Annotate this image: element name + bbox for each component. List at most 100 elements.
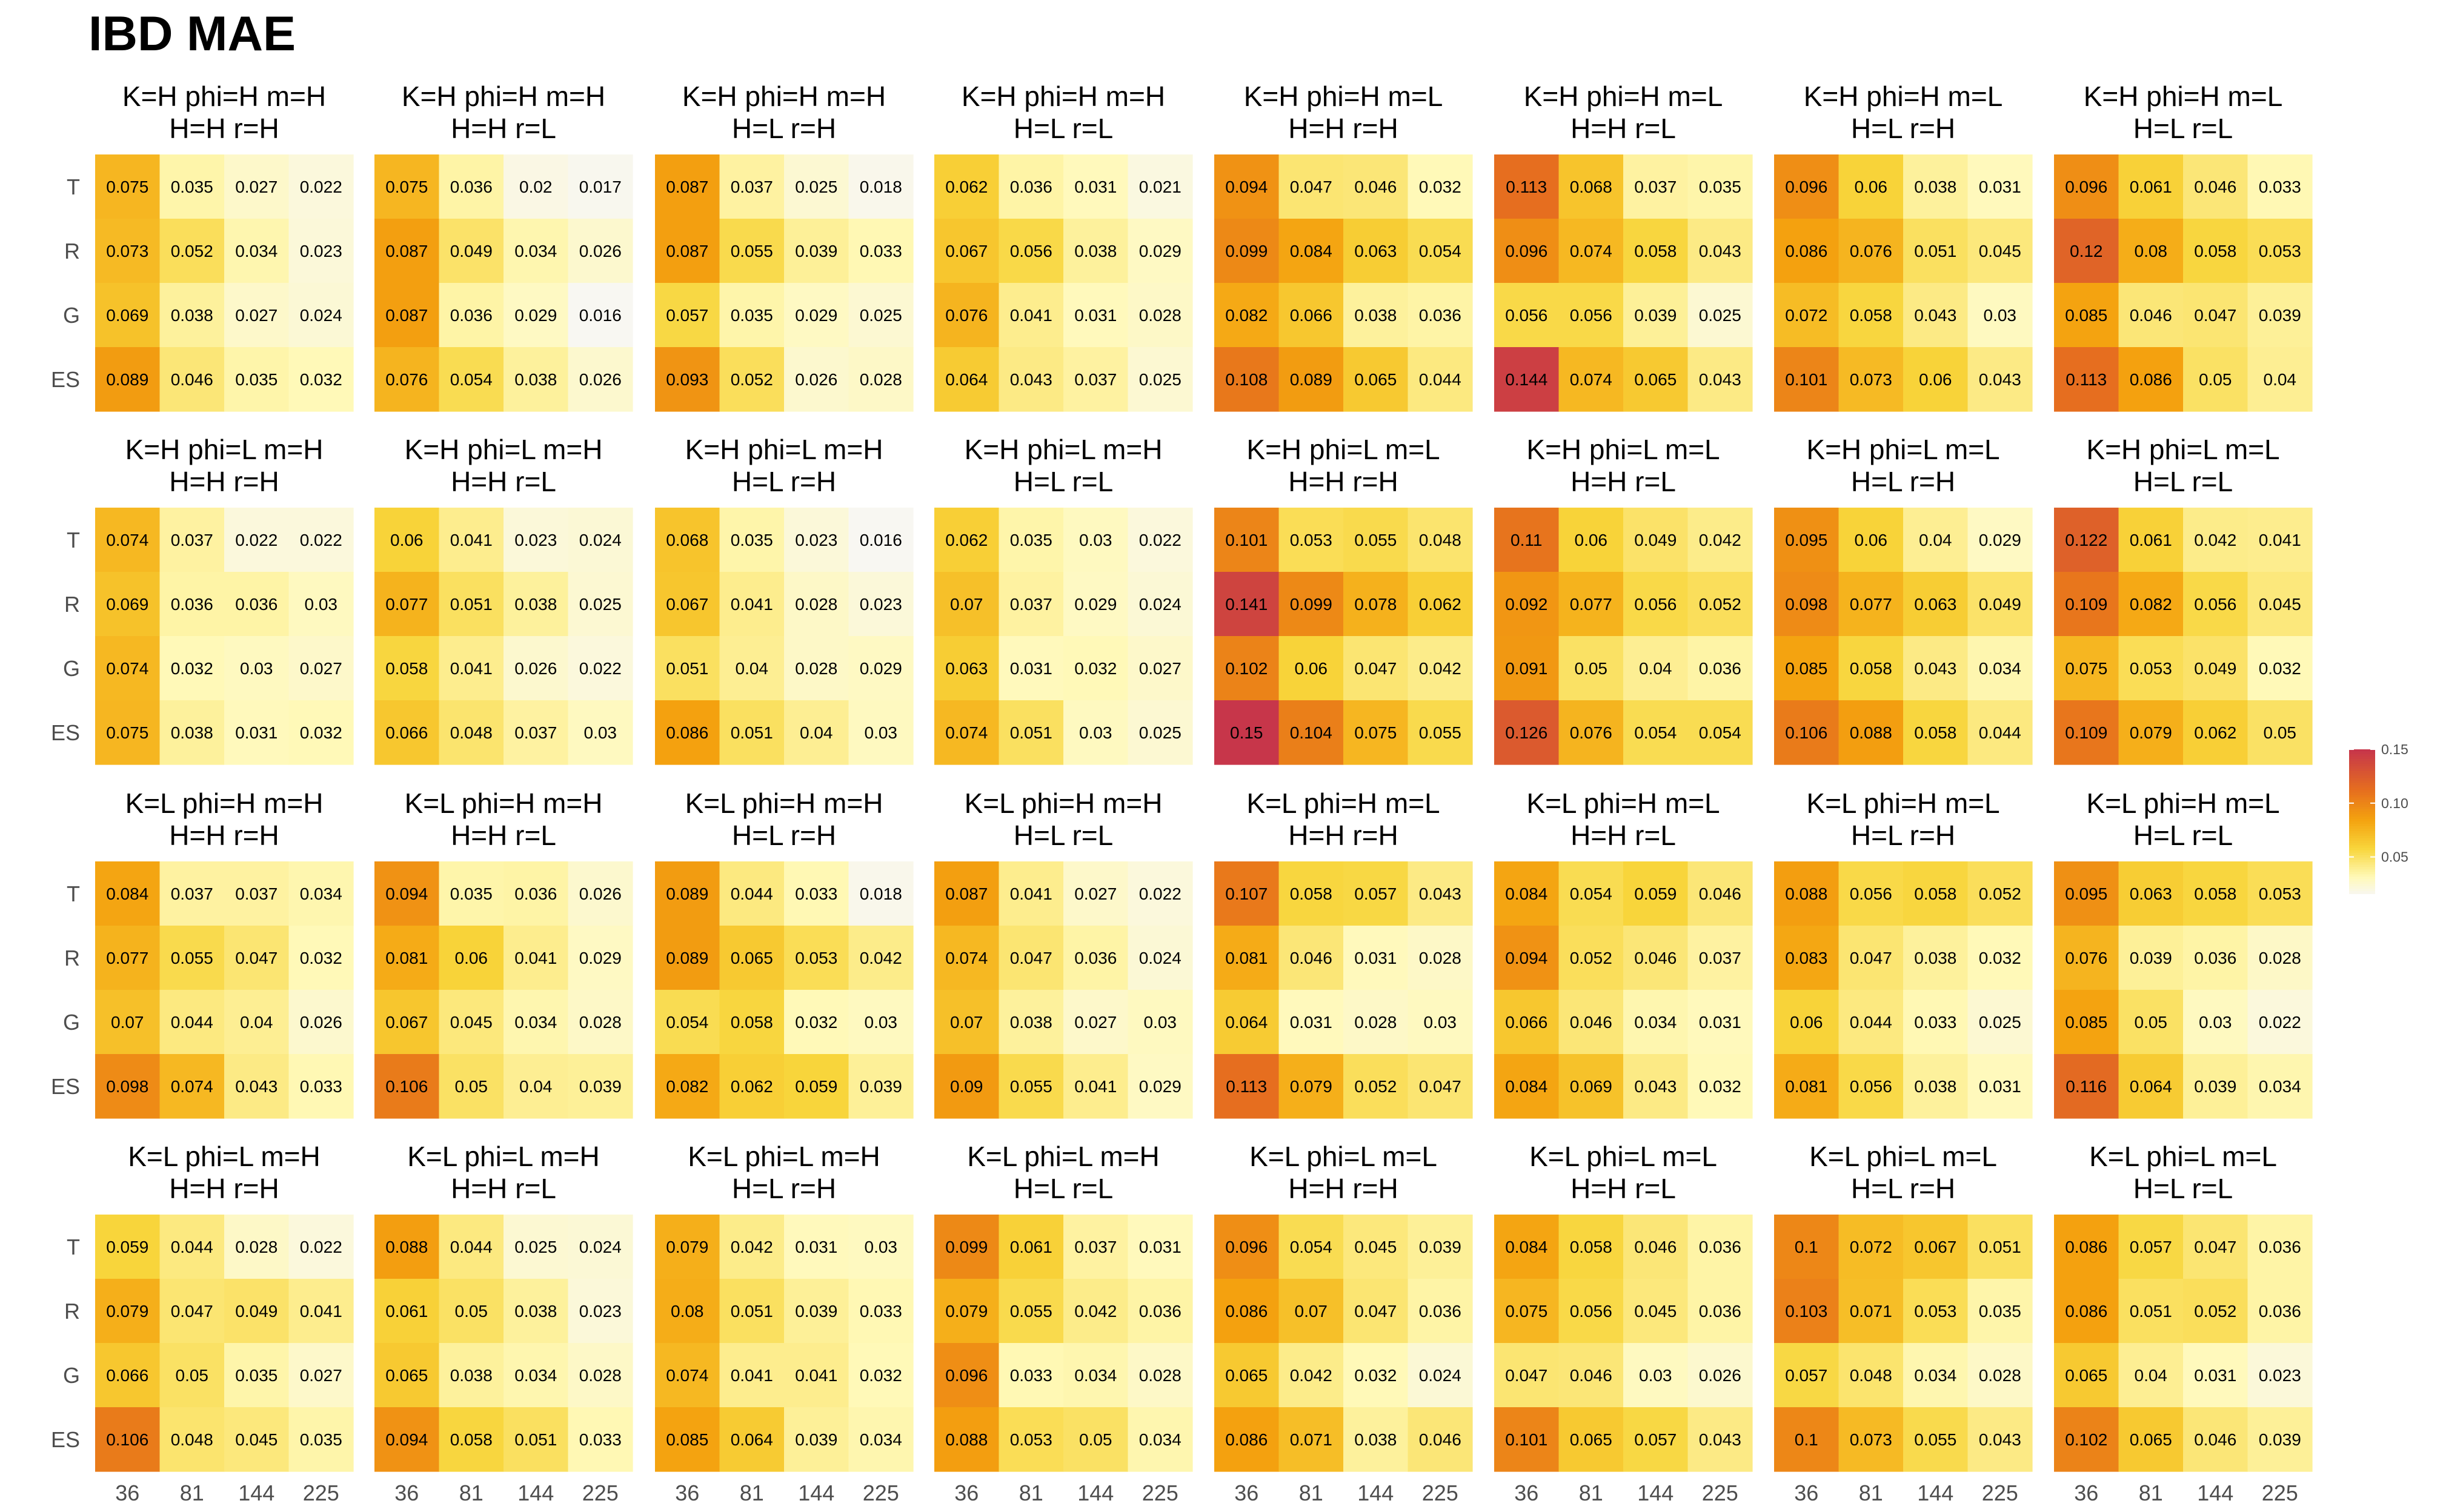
heatmap-cell xyxy=(1967,508,2033,572)
heatmap-cell xyxy=(848,572,914,637)
heatmap-cell xyxy=(95,219,161,284)
heatmap-cell xyxy=(1903,1407,1969,1472)
cell-label: 0.036 xyxy=(450,306,493,325)
heatmap-cell xyxy=(439,861,504,926)
legend-gradient-step xyxy=(2349,823,2375,827)
heatmap-cell xyxy=(1967,1054,2033,1119)
heatmap-cell xyxy=(655,1279,720,1344)
cell-label: 0.104 xyxy=(1290,723,1332,742)
cell-label: 0.058 xyxy=(1914,723,1956,742)
heatmap-cell xyxy=(1408,283,1473,348)
heatmap-cell xyxy=(1774,990,1840,1055)
panel-subtitle: H=H r=H xyxy=(1288,113,1398,144)
heatmap-cell xyxy=(2054,990,2119,1055)
cell-label: 0.034 xyxy=(300,884,342,903)
heatmap-cell xyxy=(1903,1279,1969,1344)
cell-label: 0.034 xyxy=(1139,1430,1182,1449)
heatmap-cell xyxy=(2118,154,2184,219)
heatmap-cell xyxy=(719,1407,785,1472)
cell-label: 0.038 xyxy=(1354,306,1397,325)
cell-label: 0.076 xyxy=(1850,242,1892,260)
heatmap-cell xyxy=(2247,572,2313,637)
cell-label: 0.091 xyxy=(1505,659,1547,678)
cell-label: 0.063 xyxy=(1354,242,1397,260)
cell-label: 0.048 xyxy=(1850,1366,1892,1385)
heatmap-cell xyxy=(999,1343,1064,1408)
cell-label: 0.103 xyxy=(1785,1302,1827,1321)
heatmap-cell xyxy=(1343,1279,1409,1344)
cell-label: 0.032 xyxy=(300,370,342,389)
heatmap-cell xyxy=(1903,636,1969,701)
heatmap-cell xyxy=(374,1407,440,1472)
heatmap-cell xyxy=(1558,1054,1624,1119)
cell-label: 0.031 xyxy=(1979,177,2021,196)
cell-label: 0.043 xyxy=(1979,1430,2021,1449)
heatmap-cell xyxy=(2183,861,2249,926)
heatmap-cell xyxy=(224,636,290,701)
heatmap-cell xyxy=(2183,154,2249,219)
column-label: 36 xyxy=(675,1480,699,1505)
heatmap-cell xyxy=(1063,1343,1129,1408)
heatmap-cell xyxy=(784,283,849,348)
cell-label: 0.031 xyxy=(235,723,278,742)
cell-label: 0.079 xyxy=(1290,1077,1332,1096)
legend-gradient-step xyxy=(2349,780,2375,784)
cell-label: 0.086 xyxy=(1785,242,1827,260)
row-label: R xyxy=(64,239,80,264)
heatmap-cell xyxy=(1687,861,1753,926)
heatmap-cell xyxy=(1343,508,1409,572)
cell-label: 0.04 xyxy=(519,1077,553,1096)
heatmap-cell xyxy=(848,990,914,1055)
heatmap-cell xyxy=(1063,990,1129,1055)
heatmap-cell xyxy=(719,861,785,926)
panel-title: K=L phi=H m=L xyxy=(1806,788,1999,819)
heatmap-cell xyxy=(568,508,633,572)
cell-label: 0.076 xyxy=(2065,949,2107,967)
cell-label: 0.088 xyxy=(945,1430,988,1449)
heatmap-cell xyxy=(159,283,225,348)
heatmap-cell xyxy=(719,926,785,990)
cell-label: 0.035 xyxy=(235,1366,278,1385)
heatmap-cell xyxy=(504,700,569,765)
heatmap-cell xyxy=(439,283,504,348)
cell-label: 0.03 xyxy=(305,595,338,614)
cell-label: 0.051 xyxy=(731,1302,773,1321)
column-label: 144 xyxy=(517,1480,554,1505)
heatmap-cell xyxy=(1128,1407,1193,1472)
legend-gradient-step xyxy=(2349,852,2375,856)
cell-label: 0.108 xyxy=(1225,370,1268,389)
heatmap-cell xyxy=(784,347,849,412)
cell-label: 0.041 xyxy=(450,531,493,549)
cell-label: 0.098 xyxy=(106,1077,148,1096)
cell-label: 0.096 xyxy=(945,1366,988,1385)
panel-title: K=L phi=L m=L xyxy=(1249,1141,1437,1172)
heatmap-cell xyxy=(1278,700,1344,765)
heatmap-cell xyxy=(1967,636,2033,701)
cell-label: 0.047 xyxy=(235,949,278,967)
cell-label: 0.031 xyxy=(1354,949,1397,967)
heatmap-cell xyxy=(1063,1279,1129,1344)
panel-subtitle: H=L r=L xyxy=(1014,820,1114,851)
cell-label: 0.033 xyxy=(2259,177,2301,196)
panel-subtitle: H=H r=L xyxy=(1570,113,1676,144)
heatmap-cell xyxy=(1967,926,2033,990)
heatmap-cell xyxy=(288,283,354,348)
heatmap-cell xyxy=(439,347,504,412)
heatmap-cell xyxy=(374,572,440,637)
cell-label: 0.035 xyxy=(731,531,773,549)
heatmap-cell xyxy=(1838,1343,1904,1408)
column-label: 144 xyxy=(1357,1480,1394,1505)
heatmap-cell xyxy=(2054,926,2119,990)
heatmap-cell xyxy=(2118,700,2184,765)
heatmap-cell xyxy=(2247,1054,2313,1119)
cell-label: 0.041 xyxy=(450,659,493,678)
cell-label: 0.107 xyxy=(1225,884,1268,903)
heatmap-cell xyxy=(1687,1215,1753,1279)
legend-gradient-step xyxy=(2349,773,2375,777)
heatmap-cell xyxy=(1558,636,1624,701)
cell-label: 0.087 xyxy=(666,242,708,260)
heatmap-cell xyxy=(999,219,1064,284)
column-label: 36 xyxy=(394,1480,419,1505)
heatmap-cell xyxy=(288,1343,354,1408)
cell-label: 0.047 xyxy=(1354,1302,1397,1321)
